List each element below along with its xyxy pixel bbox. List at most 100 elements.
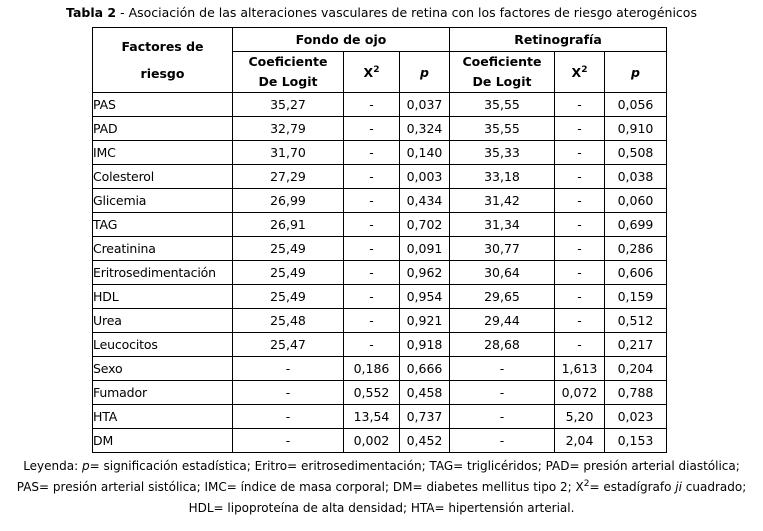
value-cell: - [554,116,605,141]
table-row: Leucocitos 25,47-0,918 28,68-0,217 [92,332,667,357]
value-cell: 0,186 [343,356,400,381]
table-row: PAD 32,79-0,324 35,55-0,910 [92,116,667,141]
value-cell: 0,023 [604,404,667,429]
coef-line2: De Logit [472,74,532,89]
factor-cell: DM [92,428,233,453]
table-row: HDL 25,49-0,954 29,65-0,159 [92,284,667,309]
factor-cell: TAG [92,212,233,237]
value-cell: 33,18 [449,164,555,189]
value-cell: 0,056 [604,92,667,117]
value-cell: 0,153 [604,428,667,453]
value-cell: - [343,140,400,165]
value-cell: 0,324 [399,116,450,141]
table-row: Creatinina 25,49-0,091 30,77-0,286 [92,236,667,261]
value-cell: 0,918 [399,332,450,357]
factor-cell: IMC [92,140,233,165]
value-cell: - [343,188,400,213]
table-row: PAS 35,27-0,037 35,55-0,056 [92,92,667,117]
value-cell: 0,458 [399,380,450,405]
group-header-retinografia: Retinografía [449,27,667,52]
value-cell: 0,060 [604,188,667,213]
value-cell: - [554,332,605,357]
value-cell: 0,666 [399,356,450,381]
value-cell: 0,962 [399,260,450,285]
value-cell: 0,606 [604,260,667,285]
value-cell: - [343,212,400,237]
value-cell: 0,286 [604,236,667,261]
legend-segment: Leyenda: [23,459,82,473]
value-cell: 0,737 [399,404,450,429]
value-cell: 0,140 [399,140,450,165]
value-cell: 0,954 [399,284,450,309]
value-cell: - [343,308,400,333]
value-cell: 25,49 [232,260,344,285]
results-table: Factores de riesgo Fondo de ojo Retinogr… [92,27,667,453]
value-cell: - [449,428,555,453]
value-cell: 13,54 [343,404,400,429]
value-cell: - [343,332,400,357]
value-cell: 5,20 [554,404,605,429]
coef-line2: De Logit [258,74,318,89]
legend-line: HDL= lipoproteína de alta densidad; HTA=… [0,498,763,519]
factor-cell: Leucocitos [92,332,233,357]
value-cell: 35,27 [232,92,344,117]
value-cell: 0,452 [399,428,450,453]
value-cell: - [449,356,555,381]
factor-cell: PAD [92,116,233,141]
col-header-chi2-retino: X2 [554,51,605,93]
value-cell: 0,508 [604,140,667,165]
value-cell: 29,44 [449,308,555,333]
table-header: Factores de riesgo Fondo de ojo Retinogr… [92,27,667,93]
value-cell: - [232,404,344,429]
factor-cell: Fumador [92,380,233,405]
legend-line: PAS= presión arterial sistólica; IMC= ín… [0,477,763,498]
value-cell: 0,702 [399,212,450,237]
factor-cell: Eritrosedimentación [92,260,233,285]
table-row: IMC 31,70-0,140 35,33-0,508 [92,140,667,165]
table-title-label: Tabla 2 [66,5,117,20]
value-cell: - [554,260,605,285]
value-cell: 0,204 [604,356,667,381]
value-cell: 25,49 [232,236,344,261]
value-cell: - [343,284,400,309]
table-row: TAG 26,91-0,702 31,34-0,699 [92,212,667,237]
value-cell: - [554,140,605,165]
value-cell: - [554,212,605,237]
table-row: Eritrosedimentación 25,49-0,962 30,64-0,60… [92,260,667,285]
legend-segment: = estadígrafo [589,480,676,494]
value-cell: 27,29 [232,164,344,189]
factor-cell: Urea [92,308,233,333]
value-cell: - [232,356,344,381]
value-cell: - [554,308,605,333]
value-cell: 25,47 [232,332,344,357]
value-cell: 0,091 [399,236,450,261]
factor-cell: Glicemia [92,188,233,213]
value-cell: 31,42 [449,188,555,213]
value-cell: 0,037 [399,92,450,117]
table-row: Sexo -0,186 0,666-1,613 0,204 [92,356,667,381]
factor-cell: Sexo [92,356,233,381]
row-header-line2: riesgo [140,66,185,81]
value-cell: 25,49 [232,284,344,309]
value-cell: 0,003 [399,164,450,189]
value-cell: 31,34 [449,212,555,237]
value-cell: 30,64 [449,260,555,285]
col-header-coef-retino: Coeficiente De Logit [449,51,555,93]
value-cell: 0,217 [604,332,667,357]
legend-segment: HDL= lipoproteína de alta densidad; HTA=… [188,501,575,515]
table-row: Fumador -0,552 0,458-0,072 0,788 [92,380,667,405]
sub-header-row: Coeficiente De Logit X2 p Coeficiente De… [93,51,667,93]
legend: Leyenda: p= significación estadística; E… [0,456,763,519]
value-cell: 0,910 [604,116,667,141]
value-cell: 35,33 [449,140,555,165]
value-cell: - [232,380,344,405]
value-cell: 0,038 [604,164,667,189]
value-cell: 0,072 [554,380,605,405]
value-cell: 35,55 [449,92,555,117]
legend-segment: ji [675,480,682,494]
legend-segment: = significación estadística; Eritro= eri… [89,459,740,473]
row-header-factores: Factores de riesgo [92,27,233,93]
factor-cell: Colesterol [92,164,233,189]
value-cell: - [343,92,400,117]
legend-segment: cuadrado; [681,480,747,494]
